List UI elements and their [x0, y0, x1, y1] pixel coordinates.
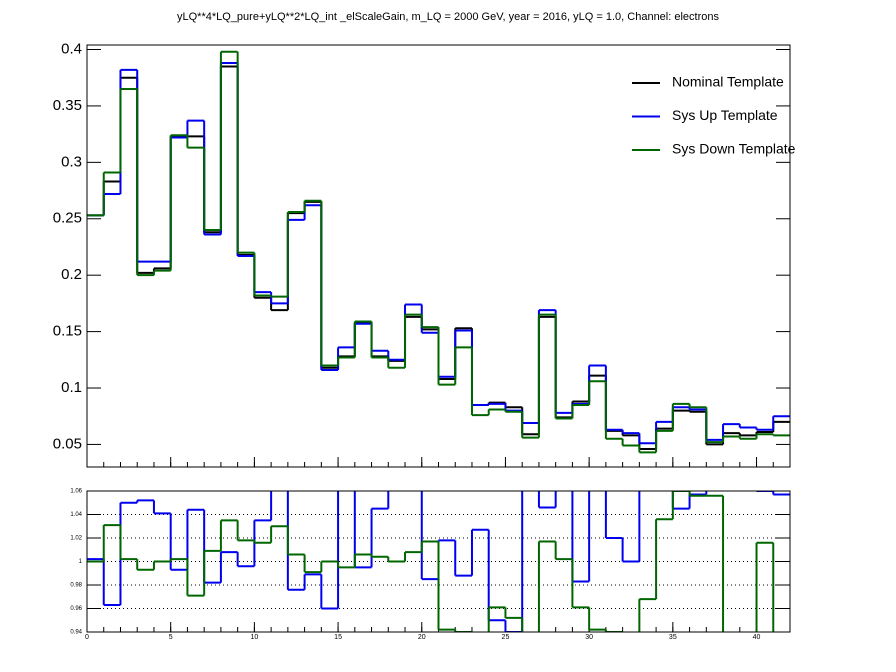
y-tick-label: 0.3: [61, 153, 82, 170]
frame: [86, 490, 791, 633]
x-tick-label: 10: [250, 634, 258, 641]
x-tick-label: 40: [753, 634, 761, 641]
plot-area: [87, 50, 790, 454]
y-tick-label: 1: [79, 559, 83, 565]
y-tick-label: 0.2: [61, 266, 82, 283]
y-tick-label: 0.35: [53, 97, 82, 114]
y-tick-label: 0.1: [61, 379, 82, 396]
y-tick-label: 0.15: [53, 323, 82, 340]
y-tick-label: 0.98: [70, 583, 82, 589]
y-tick-label: 1.04: [70, 512, 82, 518]
legend-label: Nominal Template: [672, 74, 784, 90]
x-tick-label: 25: [502, 634, 510, 641]
x-tick-label: 0: [85, 634, 89, 641]
y-tick-label: 0.25: [53, 210, 82, 227]
plot-area: [87, 491, 790, 632]
chart-title: yLQ**4*LQ_pure+yLQ**2*LQ_int _elScaleGai…: [177, 11, 719, 23]
x-tick-label: 35: [669, 634, 677, 641]
y-tick-label: 0.4: [61, 40, 82, 57]
legend-label: Sys Up Template: [672, 107, 778, 123]
y-tick-label: 0.96: [70, 606, 82, 612]
y-tick-label: 1.02: [70, 536, 82, 542]
frame: [86, 44, 791, 468]
y-tick-label: 0.05: [53, 435, 82, 452]
y-tick-label: 0.94: [70, 630, 82, 636]
y-tick-label: 1.06: [70, 489, 82, 495]
legend-label: Sys Down Template: [672, 141, 796, 157]
x-tick-label: 20: [418, 634, 426, 641]
x-tick-label: 30: [585, 634, 593, 641]
x-tick-label: 15: [334, 634, 342, 641]
x-tick-label: 5: [169, 634, 173, 641]
